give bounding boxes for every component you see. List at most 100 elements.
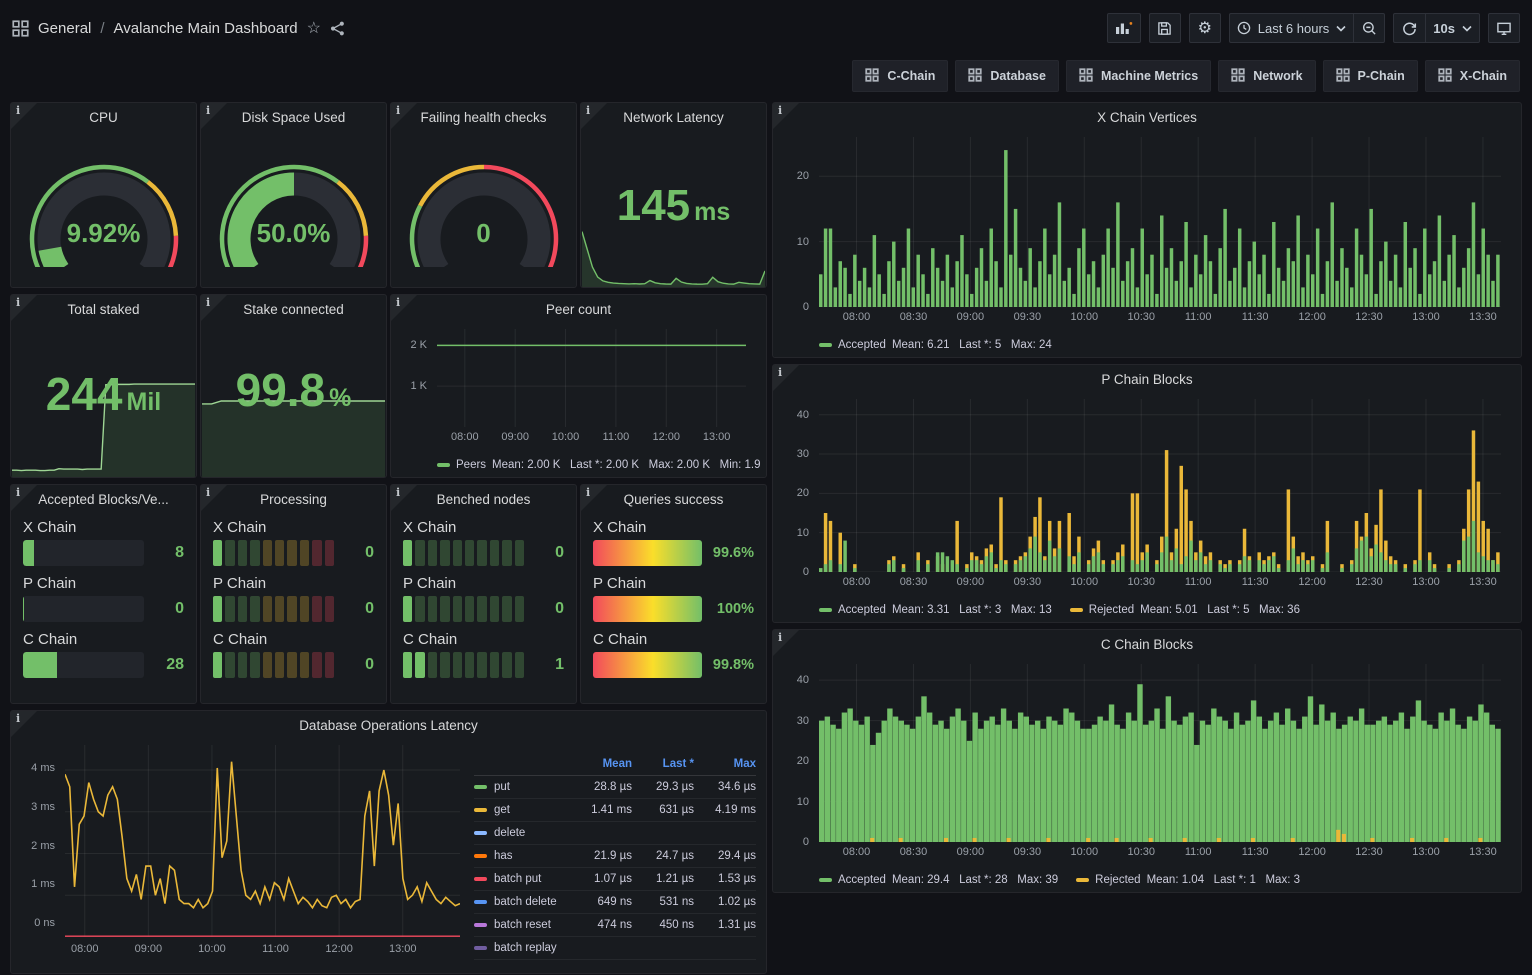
total-staked-sparkline (12, 349, 195, 477)
panel-title[interactable]: Stake connected (243, 302, 344, 317)
legend-table-row-batch-delete[interactable]: batch delete 649 ns 531 ns 1.02 µs (474, 891, 756, 914)
chain-label: C Chain (593, 631, 648, 648)
dashboards-grid-icon[interactable] (12, 19, 29, 37)
refresh-button[interactable] (1393, 13, 1426, 43)
y-tick-label: 0 ns (34, 917, 55, 929)
panel-title[interactable]: Network Latency (623, 110, 724, 125)
panel-title[interactable]: Queries success (623, 492, 724, 507)
benched-nodes-led-bars: X Chain 0 P Chain 0 C Chain 1 (403, 519, 564, 687)
legend-item-rejected[interactable]: Rejected Mean: 5.01 Last *: 5 Max: 36 (1069, 604, 1300, 616)
panel-info-icon[interactable]: i (391, 295, 417, 321)
dashboard-link-c-chain[interactable]: C-Chain (852, 60, 949, 92)
series-color-swatch (474, 785, 487, 789)
panel-info-icon[interactable]: i (773, 103, 799, 129)
share-icon[interactable] (330, 21, 345, 36)
panel-title[interactable]: Benched nodes (436, 492, 531, 507)
legend-item-rejected[interactable]: Rejected Mean: 1.04 Last *: 1 Max: 3 (1076, 874, 1300, 886)
x-tick-label: 08:00 (842, 311, 871, 323)
y-tick-label: 20 (796, 170, 809, 183)
panel-title[interactable]: Database Operations Latency (299, 718, 478, 733)
panel-title[interactable]: Accepted Blocks/Ve... (38, 492, 169, 507)
plot-area[interactable] (819, 664, 1501, 842)
panel-info-icon[interactable]: i (773, 365, 799, 391)
legend-table-header[interactable]: Mean Last * Max (474, 753, 756, 776)
x-tick-label: 08:00 (451, 431, 479, 443)
legend-table-row-get[interactable]: get 1.41 ms 631 µs 4.19 ms (474, 799, 756, 822)
gradient-bar (593, 596, 702, 622)
led-cells (403, 540, 525, 566)
panel-info-icon[interactable]: i (11, 295, 37, 321)
legend-item-accepted[interactable]: Accepted Mean: 29.4 Last *: 28 Max: 39 (819, 874, 1058, 886)
panel-info-icon[interactable]: i (11, 485, 37, 511)
db-ops-legend-table: Mean Last * Max put 28.8 µs 29.3 µs 34.6 µs get… (474, 753, 756, 960)
dashboard-links-row: C-Chain Database Machine Metrics Network P-C… (852, 60, 1520, 92)
panel-info-icon[interactable]: i (391, 485, 417, 511)
dashboard-link-machine-metrics[interactable]: Machine Metrics (1065, 60, 1212, 92)
series-color-swatch (437, 463, 450, 467)
plot-area[interactable] (437, 329, 746, 427)
x-tick-label: 09:00 (956, 311, 985, 323)
series-color-swatch (474, 900, 487, 904)
breadcrumb-section[interactable]: General (38, 19, 92, 37)
panel-title[interactable]: Disk Space Used (241, 110, 346, 125)
y-tick-label: 30 (796, 714, 809, 727)
stake-connected-value: 99.8% (235, 364, 352, 416)
led-gauge-row: P Chain 0 (213, 575, 374, 622)
panel-info-icon[interactable]: i (11, 103, 37, 129)
panel-info-icon[interactable]: i (201, 103, 227, 129)
panel-info-icon[interactable]: i (581, 103, 607, 129)
series-color-swatch (819, 343, 832, 347)
dashboard-settings-button[interactable]: ⚙ (1188, 13, 1221, 43)
save-dashboard-button[interactable] (1148, 13, 1181, 43)
plot-area[interactable] (65, 745, 460, 937)
kiosk-mode-button[interactable] (1488, 13, 1520, 43)
dashboards-grid-icon (968, 67, 982, 85)
dashboard-link-network[interactable]: Network (1218, 60, 1316, 92)
dashboard-link-database[interactable]: Database (955, 60, 1059, 92)
panel-peer-count: i Peer count 1 K 2 K 08:00 09:00 10:00 11:00… (390, 294, 767, 478)
panel-title[interactable]: X Chain Vertices (1097, 110, 1197, 125)
panel-info-icon[interactable]: i (201, 295, 227, 321)
plot-area[interactable] (819, 137, 1501, 307)
panel-network-latency: i Network Latency 145 ms (580, 102, 767, 288)
gauge-value: 9.92% (66, 218, 141, 248)
panel-p-chain-blocks: i P Chain Blocks 0 10 20 30 40 08:00 08:30 09:… (772, 364, 1522, 623)
legend-table-row-batch-reset[interactable]: batch reset 474 ns 450 ns 1.31 µs (474, 914, 756, 937)
panel-info-icon[interactable]: i (581, 485, 607, 511)
panel-info-icon[interactable]: i (201, 485, 227, 511)
panel-info-icon[interactable]: i (11, 711, 37, 737)
breadcrumb-dashboard-title[interactable]: Avalanche Main Dashboard (113, 19, 298, 37)
panel-title[interactable]: C Chain Blocks (1100, 637, 1194, 652)
panel-failing-health-checks: i Failing health checks 0 (390, 102, 577, 288)
legend-table-row-batch-replay[interactable]: batch replay (474, 937, 756, 960)
legend-item-peers[interactable]: Peers Mean: 2.00 K Last *: 2.00 K Max: 2.… (437, 459, 761, 471)
panel-title[interactable]: Total staked (67, 302, 140, 317)
y-tick-label: 0 (802, 301, 809, 313)
dashboards-grid-icon (1231, 67, 1245, 85)
y-tick-label: 10 (796, 526, 809, 539)
dashboard-link-p-chain[interactable]: P-Chain (1322, 60, 1418, 92)
panel-info-icon[interactable]: i (773, 630, 799, 656)
dashboard-link-x-chain[interactable]: X-Chain (1424, 60, 1520, 92)
plot-area[interactable] (819, 399, 1501, 572)
legend-table-row-has[interactable]: has 21.9 µs 24.7 µs 29.4 µs (474, 845, 756, 868)
panel-title[interactable]: CPU (89, 110, 118, 125)
stake-connected-sparkline (202, 359, 385, 477)
panel-title[interactable]: P Chain Blocks (1101, 372, 1193, 387)
legend-item-accepted[interactable]: Accepted Mean: 3.31 Last *: 3 Max: 13 (819, 604, 1052, 616)
zoom-out-time-button[interactable] (1353, 13, 1386, 43)
x-tick-label: 13:00 (1412, 576, 1440, 588)
legend-table-row-put[interactable]: put 28.8 µs 29.3 µs 34.6 µs (474, 776, 756, 799)
refresh-interval-picker[interactable]: 10s (1425, 13, 1480, 43)
panel-title[interactable]: Peer count (545, 302, 612, 317)
time-range-picker[interactable]: Last 6 hours (1228, 13, 1354, 43)
legend-table-row-batch-put[interactable]: batch put 1.07 µs 1.21 µs 1.53 µs (474, 868, 756, 891)
favorite-star-icon[interactable]: ☆ (306, 20, 321, 37)
legend-table-row-delete[interactable]: delete (474, 822, 756, 845)
add-panel-button[interactable] (1106, 13, 1141, 43)
x-axis-labels: 08:00 08:30 09:00 09:30 10:00 10:30 11:00 11:30… (819, 846, 1501, 862)
panel-title[interactable]: Failing health checks (420, 110, 547, 125)
panel-title[interactable]: Processing (260, 492, 327, 507)
panel-info-icon[interactable]: i (391, 103, 417, 129)
legend-item-accepted[interactable]: Accepted Mean: 6.21 Last *: 5 Max: 24 (819, 339, 1052, 351)
